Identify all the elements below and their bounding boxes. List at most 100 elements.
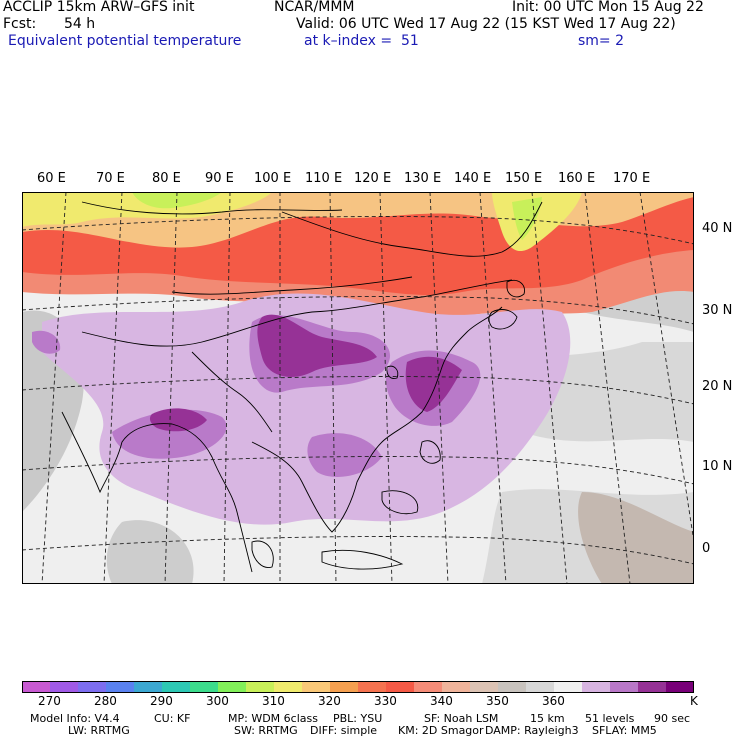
longitude-line xyxy=(103,192,123,584)
border-line xyxy=(191,351,273,433)
valid-time: Valid: 06 UTC Wed 17 Aug 22 (15 KST Wed … xyxy=(296,16,676,32)
lon-label: 110 E xyxy=(305,171,343,186)
lon-label: 60 E xyxy=(37,171,66,186)
dark-purple-region xyxy=(405,356,462,412)
smoothing: sm= 2 xyxy=(578,33,625,49)
island-outline xyxy=(321,549,404,570)
colorbar-swatch xyxy=(358,681,387,693)
surface-layer-scheme: SFLAY: MM5 xyxy=(592,724,657,737)
border-line xyxy=(81,201,343,215)
island-outline xyxy=(251,540,274,568)
lon-label: 120 E xyxy=(354,171,392,186)
colorbar xyxy=(22,681,694,693)
purple-region xyxy=(32,330,61,354)
colorbar-swatch xyxy=(526,681,555,693)
longitude-line xyxy=(223,192,231,584)
colorbar-swatch xyxy=(414,681,443,693)
colorbar-swatch xyxy=(162,681,191,693)
model-title: ACCLIP 15km ARW–GFS init xyxy=(3,0,195,15)
diffusion-scheme: DIFF: simple xyxy=(310,724,378,737)
lon-label: 80 E xyxy=(152,171,181,186)
colorbar-swatch xyxy=(218,681,247,693)
longitude-line xyxy=(479,192,507,584)
lon-label: 150 E xyxy=(505,171,543,186)
grey-region xyxy=(106,520,194,584)
lon-label: 140 E xyxy=(454,171,492,186)
km-scheme: KM: 2D Smagor xyxy=(398,724,484,737)
colorbar-tick-label: 290 xyxy=(150,694,173,708)
colorbar-swatch xyxy=(274,681,303,693)
colorbar-swatch xyxy=(78,681,107,693)
lon-label: 100 E xyxy=(254,171,292,186)
longitude-line xyxy=(531,192,568,584)
center-label: NCAR/MMM xyxy=(274,0,355,15)
island-outline xyxy=(381,490,419,515)
green-band xyxy=(512,197,542,240)
lon-label: 170 E xyxy=(613,171,651,186)
colorbar-swatch xyxy=(666,681,694,693)
colorbar-swatch xyxy=(246,681,275,693)
yellow-band xyxy=(22,192,272,227)
border-line xyxy=(171,276,413,295)
border-line xyxy=(281,201,543,257)
colorbar-swatch xyxy=(330,681,359,693)
lon-label: 70 E xyxy=(96,171,125,186)
lon-label: 130 E xyxy=(404,171,442,186)
colorbar-tick-label: 330 xyxy=(374,694,397,708)
cumulus-scheme: CU: KF xyxy=(154,712,191,725)
theta-e-map xyxy=(22,192,694,584)
colorbar-swatch xyxy=(638,681,667,693)
pbl-scheme: PBL: YSU xyxy=(333,712,383,725)
longitude-line xyxy=(41,192,67,584)
colorbar-swatch xyxy=(442,681,471,693)
colorbar-tick-label: 320 xyxy=(318,694,341,708)
longitude-line xyxy=(329,192,337,584)
colorbar-tick-label: 310 xyxy=(262,694,285,708)
border-line xyxy=(81,279,513,347)
colorbar-tick-label: 270 xyxy=(38,694,61,708)
field-name: Equivalent potential temperature xyxy=(8,33,242,49)
colorbar-tick-label: 300 xyxy=(206,694,229,708)
colorbar-swatch xyxy=(554,681,583,693)
island-outline xyxy=(488,309,518,330)
colorbar-swatch xyxy=(134,681,163,693)
lat-label: 30 N xyxy=(702,303,733,318)
vertical-levels: 51 levels xyxy=(585,712,635,725)
purple-region xyxy=(307,433,382,477)
colorbar-tick-label: 360 xyxy=(542,694,565,708)
longitude-line xyxy=(379,192,393,584)
colorbar-swatch xyxy=(106,681,135,693)
colorbar-swatch xyxy=(190,681,219,693)
colorbar-swatch xyxy=(302,681,331,693)
colorbar-tick-label: 340 xyxy=(430,694,453,708)
damping-scheme: DAMP: Rayleigh3 xyxy=(485,724,579,737)
longwave-scheme: LW: RRTMG xyxy=(68,724,130,737)
level-index: at k–index = 51 xyxy=(304,33,419,49)
lat-label: 20 N xyxy=(702,379,733,394)
lat-label: 0 xyxy=(702,541,711,556)
longitude-line xyxy=(639,192,694,543)
lon-label: 160 E xyxy=(558,171,596,186)
colorbar-tick-label: 350 xyxy=(486,694,509,708)
colorbar-swatch xyxy=(498,681,527,693)
dark-purple-region xyxy=(149,408,207,432)
longitude-line xyxy=(164,192,178,584)
longitude-line xyxy=(584,192,631,584)
forecast-label: Fcst: xyxy=(3,16,37,32)
colorbar-swatch xyxy=(610,681,639,693)
lat-label: 10 N xyxy=(702,459,733,474)
colorbar-swatch xyxy=(22,681,51,693)
shortwave-scheme: SW: RRTMG xyxy=(234,724,298,737)
coastline xyxy=(251,306,503,533)
colorbar-frame xyxy=(22,681,694,693)
grey-region xyxy=(578,492,694,584)
dark-purple-region xyxy=(257,314,377,377)
grid-spacing: 15 km xyxy=(530,712,565,725)
colorbar-unit: K xyxy=(690,694,698,708)
lon-label: 90 E xyxy=(205,171,234,186)
microphysics-scheme: MP: WDM 6class xyxy=(228,712,318,725)
forecast-hour: 54 h xyxy=(64,16,96,32)
lat-label: 40 N xyxy=(702,221,733,236)
init-time: Init: 00 UTC Mon 15 Aug 22 xyxy=(512,0,704,15)
model-info: Model Info: V4.4 xyxy=(30,712,120,725)
